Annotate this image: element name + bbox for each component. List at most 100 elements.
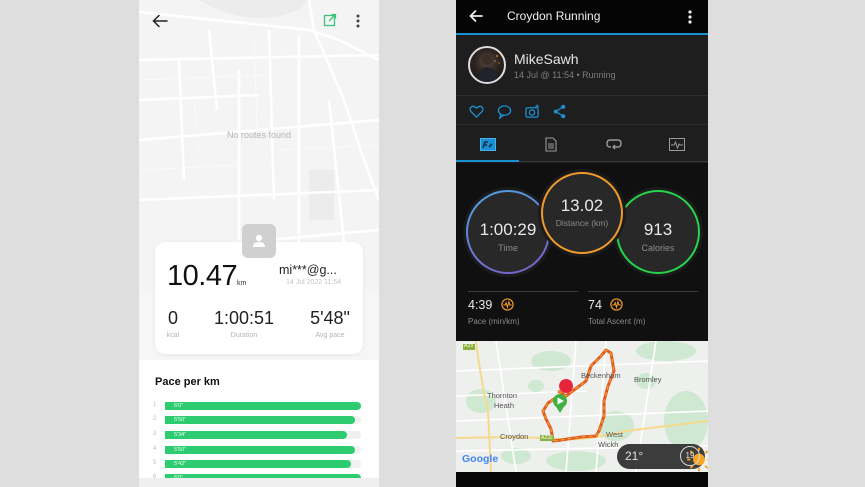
pace-value: 6'0" (174, 475, 183, 481)
pace-row: 3 5'34" (153, 431, 363, 439)
stat-label: kcal (166, 332, 180, 339)
distance-value: 10.47 (167, 260, 238, 292)
temperature: 21° (625, 449, 644, 463)
pace-value: 5'50" (174, 416, 187, 423)
back-arrow-icon[interactable] (468, 8, 484, 24)
share-icon[interactable] (552, 104, 567, 119)
place-label: Wickh (598, 440, 619, 449)
active-tab-indicator (456, 160, 519, 162)
distance-label: Distance (km) (555, 218, 609, 228)
stat-value: 1:00:51 (213, 308, 275, 328)
pace-track: 6'0" (165, 402, 361, 410)
heart-rate-icon[interactable] (501, 298, 514, 311)
top-bar (139, 8, 379, 36)
page-title: Croydon Running (507, 9, 601, 23)
more-vertical-icon[interactable] (351, 12, 365, 30)
pace-value: 5'50" (174, 446, 187, 453)
pace-per-km-section: Pace per km 1 6'0" 2 5'50" 3 5'34" 4 5'5… (139, 360, 379, 487)
stat-value: 5'48" (310, 308, 350, 328)
heart-icon[interactable] (469, 104, 484, 119)
heart-rate-icon[interactable] (610, 298, 624, 311)
back-arrow-icon[interactable] (151, 12, 169, 30)
pace-value: 5'42" (174, 460, 187, 467)
add-photo-icon[interactable] (525, 104, 540, 119)
weather-widget[interactable]: 21° 19 (617, 444, 708, 472)
wind-speed: 19 (685, 451, 695, 460)
bottom-bar (139, 478, 379, 487)
place-label: Beckenham (581, 371, 621, 380)
pace-row: 1 6'0" (153, 402, 363, 410)
ascent-stat: 74 Total Ascent (m) (588, 296, 645, 326)
place-label: West (606, 430, 623, 439)
left-phone-screen: No routes found 10.47 km mi***@g... 14 J… (139, 0, 379, 487)
pace-value: 6'0" (174, 402, 184, 409)
activity-header: MikeSawh 14 Jul @ 11:54 • Running (456, 37, 708, 96)
pace-row: 2 5'50" (153, 416, 363, 424)
time-label: Time (498, 243, 518, 253)
place-label: Bromley (634, 375, 662, 384)
place-label: Croydon (500, 432, 529, 441)
km-index: 6 (153, 474, 157, 480)
pace-value: 5'34" (174, 431, 187, 438)
no-routes-message: No routes found (226, 130, 292, 140)
calories-label: Calories (641, 243, 675, 253)
right-phone-screen: Croydon Running MikeSawh 14 Jul @ 11:54 … (456, 0, 708, 487)
tab-charts[interactable] (645, 126, 708, 162)
stat-avg-pace: 5'48" Avg pace (303, 308, 357, 339)
distance-value: 13.02 (560, 196, 604, 215)
avatar[interactable] (468, 46, 506, 84)
stat-label: Duration (230, 332, 258, 339)
place-label: Heath (494, 401, 515, 410)
pace-track: 5'34" (165, 431, 361, 439)
calories-value: 913 (643, 220, 673, 239)
distance-ring: 13.02 Distance (km) (541, 172, 623, 254)
workout-date: 14 Jul 2022 11:54 (286, 279, 342, 286)
loop-icon (605, 139, 622, 150)
ascent-value: 74 (588, 297, 602, 312)
overview-icon (479, 137, 496, 151)
pace-bar: 5'50" (165, 416, 356, 424)
pace-bar: 5'50" (165, 446, 356, 454)
tab-laps[interactable] (582, 126, 645, 162)
pace-label: Pace (min/km) (468, 317, 520, 326)
pace-row: 5 5'42" (153, 460, 363, 468)
user-name[interactable]: MikeSawh (514, 51, 579, 67)
wind-indicator: 19 (680, 446, 700, 466)
road-label: A23 (464, 343, 473, 349)
km-index: 2 (153, 416, 157, 422)
stat-duration: 1:00:51 Duration (209, 308, 279, 339)
pace-stat: 4:39 Pace (min/km) (468, 296, 520, 326)
bottom-bar (456, 472, 708, 487)
tab-details[interactable] (519, 126, 582, 162)
app-bar: Croydon Running (456, 0, 708, 35)
workout-summary-card: 10.47 km mi***@g... 14 Jul 2022 11:54 0 … (155, 242, 363, 354)
pace-bar: 6'0" (165, 402, 361, 410)
road-label: A232 (541, 435, 553, 441)
pace-bar: 5'42" (165, 460, 352, 468)
google-logo: Google (462, 453, 498, 465)
km-index: 3 (153, 431, 157, 437)
activity-meta: 14 Jul @ 11:54 • Running (514, 70, 616, 80)
user-email: mi***@g... (279, 263, 337, 277)
time-value: 1:00:29 (479, 220, 537, 239)
km-index: 1 (153, 402, 157, 408)
stats-panel: 1:00:29 Time 913 Calories 13.02 Distance… (456, 163, 708, 341)
place-label: Thornton (487, 391, 518, 400)
pace-track: 5'50" (165, 416, 361, 424)
avatar[interactable] (242, 224, 276, 258)
route-map[interactable]: A23 A232 Thornton Heath Croydon Beckenha… (456, 341, 708, 472)
document-icon (544, 136, 557, 152)
pace-value: 4:39 (468, 297, 493, 312)
pace-bar: 5'34" (165, 431, 348, 439)
person-photo-icon (476, 55, 500, 82)
google-text: Google (462, 453, 499, 465)
share-external-icon[interactable] (323, 13, 337, 27)
user-placeholder-icon (253, 234, 265, 247)
more-vertical-icon[interactable] (686, 8, 694, 26)
pace-track: 5'50" (165, 446, 361, 454)
time-ring: 1:00:29 Time (466, 190, 550, 274)
stat-label: Avg pace (315, 332, 345, 339)
comment-icon[interactable] (497, 104, 512, 119)
calories-ring: 913 Calories (616, 190, 700, 274)
tab-overview[interactable] (456, 126, 519, 162)
